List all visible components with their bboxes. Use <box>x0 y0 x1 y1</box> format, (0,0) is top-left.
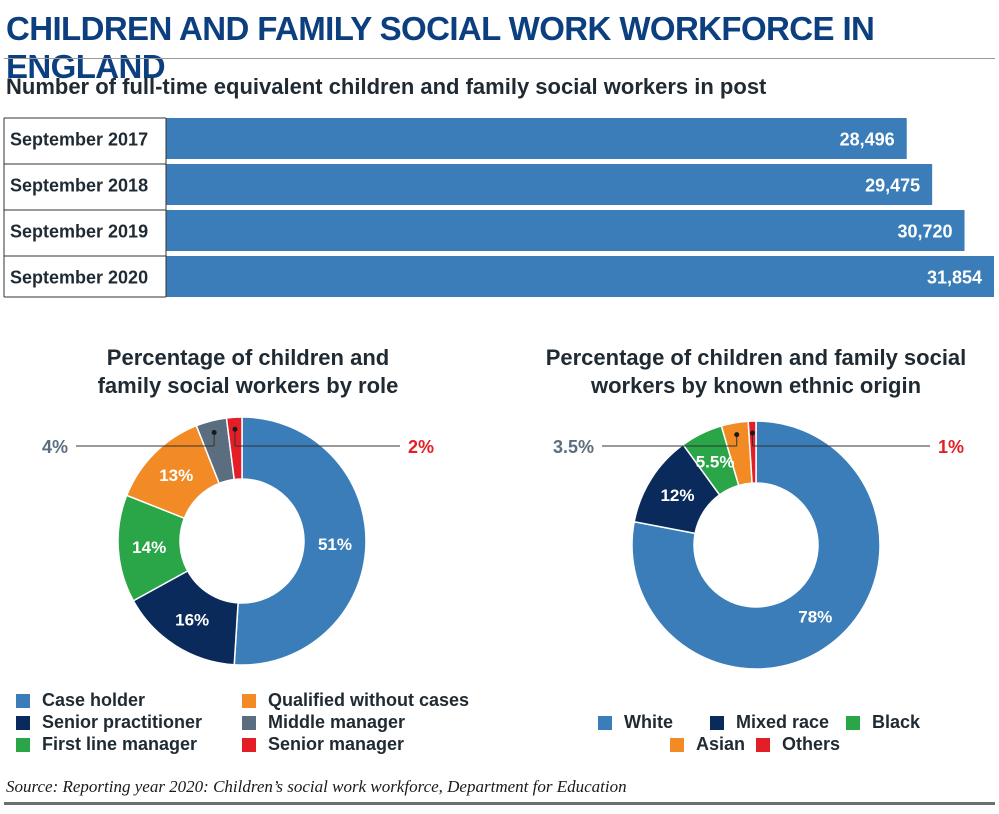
donut-title: Percentage of children and family social <box>546 345 967 370</box>
slice-value-label: 78% <box>798 608 832 627</box>
legend-label: Mixed race <box>736 712 830 732</box>
legend-swatch <box>242 715 256 730</box>
page-title: CHILDREN AND FAMILY SOCIAL WORK WORKFORC… <box>6 10 875 85</box>
slice-callout-label: 2% <box>408 437 434 457</box>
slice-value-label: 12% <box>660 486 694 505</box>
bar-chart-title: Number of full-time equivalent children … <box>6 74 767 99</box>
bar <box>166 164 933 205</box>
bar-category-label: September 2019 <box>10 222 148 242</box>
legend-label: Senior manager <box>268 734 405 754</box>
legend-label: Asian <box>696 734 746 754</box>
slice-value-label: 13% <box>159 466 193 485</box>
donut-title: Percentage of children and <box>107 345 389 370</box>
ethnicity-legend: White Mixed race Black Asian Others <box>500 712 999 762</box>
legend-swatch <box>598 715 612 730</box>
legend-swatch <box>756 737 770 752</box>
legend-swatch <box>16 715 30 730</box>
bar <box>166 256 994 297</box>
source-note: Source: Reporting year 2020: Children’s … <box>6 777 627 796</box>
bar-value-label: 31,854 <box>927 268 982 288</box>
legend-item: Qualified without cases <box>242 690 469 711</box>
legend-swatch <box>242 693 256 708</box>
bar-category-label: September 2020 <box>10 268 148 288</box>
bar-chart: September 2017 28,496 September 2018 29,475… <box>3 117 994 298</box>
legend-label: Black <box>872 712 921 732</box>
callout-dot <box>734 432 740 438</box>
legend-label: Senior practitioner <box>42 712 203 732</box>
legend-label: Others <box>782 734 841 754</box>
slice-callout-label: 4% <box>42 437 68 457</box>
legend-item: Senior manager <box>242 734 404 755</box>
legend-swatch <box>670 737 684 752</box>
role-legend: Case holder Qualified without cases Senior… <box>16 690 496 760</box>
title-divider <box>4 58 995 59</box>
legend-label: Case holder <box>42 690 146 710</box>
legend-swatch <box>846 715 860 730</box>
role-donut-chart: Percentage of children and family social … <box>42 345 434 666</box>
ethnicity-donut-chart: Percentage of children and family social… <box>546 345 967 670</box>
donut-title: workers by known ethnic origin <box>590 373 921 398</box>
donut-slice <box>225 416 243 481</box>
legend-label: First line manager <box>42 734 198 754</box>
callout-dot <box>232 426 238 432</box>
legend-label: White <box>624 712 673 732</box>
legend-item: Middle manager <box>242 712 405 733</box>
legend-item: Black <box>846 712 920 733</box>
callout-dot <box>211 430 217 436</box>
legend-item: Mixed race <box>710 712 829 733</box>
legend-swatch <box>16 693 30 708</box>
legend-item: Others <box>756 734 840 755</box>
legend-item: Asian <box>670 734 745 755</box>
donut-slice <box>233 416 367 666</box>
legend-item: First line manager <box>16 734 197 755</box>
slice-callout-label: 3.5% <box>553 437 594 457</box>
bar-value-label: 29,475 <box>865 176 920 196</box>
donut-slice <box>631 420 881 670</box>
bar-category-label: September 2017 <box>10 130 148 150</box>
legend-swatch <box>242 737 256 752</box>
legend-item: White <box>598 712 673 733</box>
slice-value-label: 14% <box>132 538 166 557</box>
legend-item: Senior practitioner <box>16 712 202 733</box>
legend-swatch <box>16 737 30 752</box>
bar <box>166 118 907 159</box>
legend-label: Middle manager <box>268 712 406 732</box>
donut-title: family social workers by role <box>98 373 399 398</box>
bar-category-label: September 2018 <box>10 176 148 196</box>
slice-value-label: 51% <box>318 535 352 554</box>
callout-dot <box>749 430 755 436</box>
donut-slice <box>747 420 757 484</box>
bar-value-label: 28,496 <box>840 130 895 150</box>
bottom-divider <box>4 802 995 805</box>
bar <box>166 210 965 251</box>
slice-value-label: 16% <box>175 611 209 630</box>
legend-item: Case holder <box>16 690 145 711</box>
bar-value-label: 30,720 <box>897 222 952 242</box>
legend-label: Qualified without cases <box>268 690 470 710</box>
slice-value-label: 5.5% <box>696 452 735 471</box>
legend-swatch <box>710 715 724 730</box>
slice-callout-label: 1% <box>938 437 964 457</box>
